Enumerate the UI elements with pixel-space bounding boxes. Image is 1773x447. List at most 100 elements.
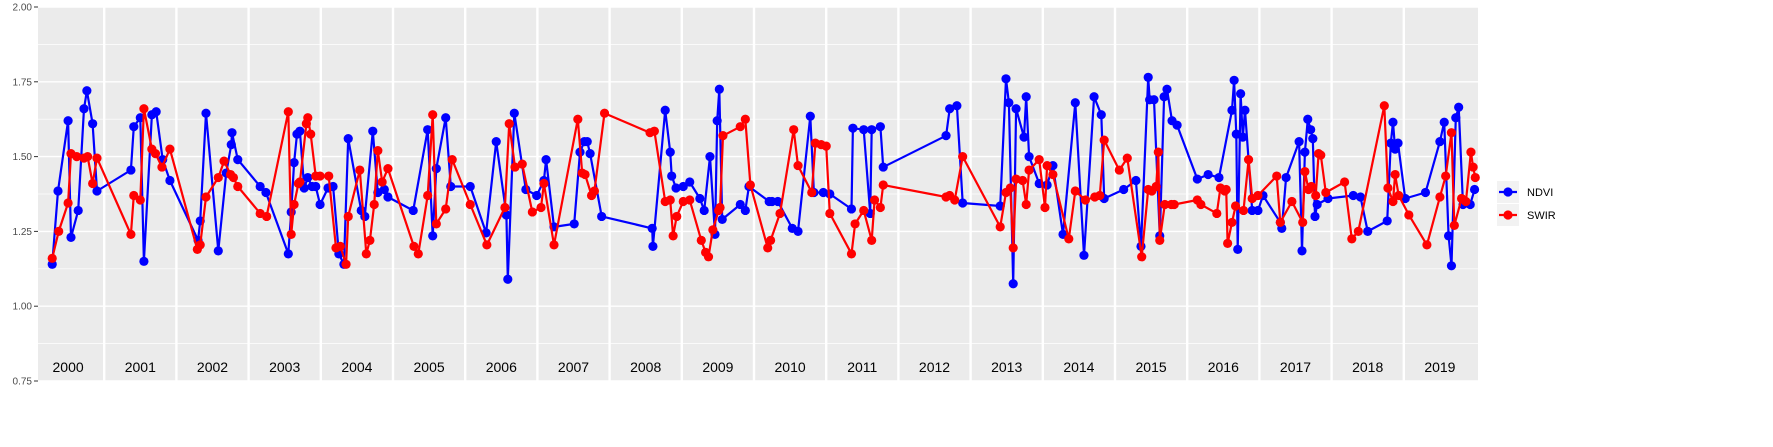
swir-point: [536, 202, 546, 213]
swir-point: [867, 235, 877, 245]
swir-point: [341, 259, 351, 269]
ndvi-point: [368, 126, 378, 136]
ndvi-point: [597, 211, 607, 222]
swir-point: [1095, 190, 1105, 201]
ndvi-point: [582, 137, 592, 147]
ndvi-point: [82, 86, 92, 96]
swir-point: [139, 104, 149, 114]
ndvi-point: [289, 157, 299, 168]
ndvi-point: [315, 199, 325, 210]
swir-point: [383, 163, 393, 174]
ndvi-point: [1227, 105, 1237, 115]
ndvi-point: [712, 116, 722, 126]
year-label: 2003: [269, 359, 300, 375]
ndvi-point: [805, 111, 815, 121]
ndvi-point: [63, 116, 73, 126]
ndvi-point: [1131, 175, 1141, 186]
year-label: 2016: [1208, 359, 1239, 375]
swir-point: [1272, 171, 1282, 181]
ndvi-point: [1310, 211, 1320, 222]
year-label: 2002: [197, 359, 228, 375]
swir-point: [365, 235, 375, 245]
swir-point: [665, 195, 675, 205]
ndvi-point: [1281, 172, 1291, 183]
swir-point: [361, 249, 371, 259]
ndvi-point: [1162, 84, 1172, 94]
ndvi-point: [88, 119, 98, 129]
swir-point: [1298, 217, 1308, 228]
ndvi-point: [465, 181, 475, 192]
year-label: 2005: [414, 359, 445, 375]
ndvi-point: [1001, 74, 1011, 84]
ndvi-point: [408, 205, 418, 216]
ndvi-point: [1253, 205, 1263, 216]
ndvi-point: [1214, 172, 1224, 183]
y-tick-label: 1.25: [13, 227, 33, 238]
swir-point: [807, 187, 817, 198]
ndvi-point: [501, 210, 511, 220]
swir-point: [1470, 172, 1480, 183]
swir-point: [1114, 165, 1124, 175]
ndvi-point: [667, 171, 677, 181]
swir-point: [672, 211, 682, 222]
swir-point: [441, 204, 451, 214]
swir-point: [213, 172, 223, 183]
ndvi-point: [1388, 117, 1398, 127]
ndvi-point: [941, 131, 951, 141]
swir-point: [1169, 199, 1179, 210]
ndvi-point: [423, 125, 433, 135]
ndvi-point: [1469, 184, 1480, 195]
swir-point: [1005, 183, 1015, 193]
ndvi-point: [1229, 75, 1239, 85]
swir-point: [1287, 196, 1297, 207]
ndvi-point: [952, 101, 962, 111]
swir-point: [201, 192, 211, 202]
swir-point: [82, 152, 93, 162]
swir-point: [286, 229, 296, 239]
swir-point: [1021, 199, 1031, 210]
swir-point: [715, 202, 725, 213]
swir-point: [517, 159, 527, 169]
ndvi-point: [139, 256, 149, 266]
ndvi-point: [1203, 169, 1213, 180]
swir-point: [324, 171, 334, 181]
swir-point: [703, 252, 714, 262]
ndvi-point: [1312, 199, 1322, 210]
swir-point: [1394, 190, 1404, 201]
swir-point: [1243, 154, 1254, 165]
ndvi-point: [126, 165, 136, 175]
swir-point: [1227, 217, 1237, 228]
swir-point: [1230, 201, 1241, 211]
ndvi-point: [1439, 117, 1449, 127]
ndvi-point: [428, 231, 438, 241]
swir-point: [355, 165, 365, 175]
swir-point: [549, 240, 559, 250]
swir-point: [950, 195, 960, 205]
year-label: 2017: [1280, 359, 1311, 375]
swir-point: [135, 195, 145, 205]
swir-point: [1008, 243, 1018, 253]
ndvi-point: [1300, 147, 1310, 157]
ndvi-point: [1070, 98, 1080, 108]
ndvi-point: [541, 154, 551, 165]
ndvi-point: [1393, 138, 1403, 148]
swir-point: [165, 144, 175, 154]
year-label: 2007: [558, 359, 589, 375]
ndvi-point: [201, 108, 211, 118]
swir-point: [821, 141, 831, 151]
swir-point: [72, 152, 82, 162]
ndvi-point: [491, 137, 501, 147]
swir-point: [369, 199, 379, 210]
ndvi-point: [1089, 92, 1099, 102]
swir-point: [54, 226, 64, 236]
swir-point: [1155, 235, 1165, 245]
ndvi-point: [878, 162, 888, 172]
swir-point: [409, 241, 419, 251]
ndvi-point: [1355, 192, 1366, 202]
ndvi-point: [129, 122, 139, 132]
swir-point: [377, 177, 387, 187]
ndvi-point: [1363, 226, 1373, 236]
ndvi-point: [569, 219, 579, 229]
swir-point: [1040, 202, 1050, 213]
